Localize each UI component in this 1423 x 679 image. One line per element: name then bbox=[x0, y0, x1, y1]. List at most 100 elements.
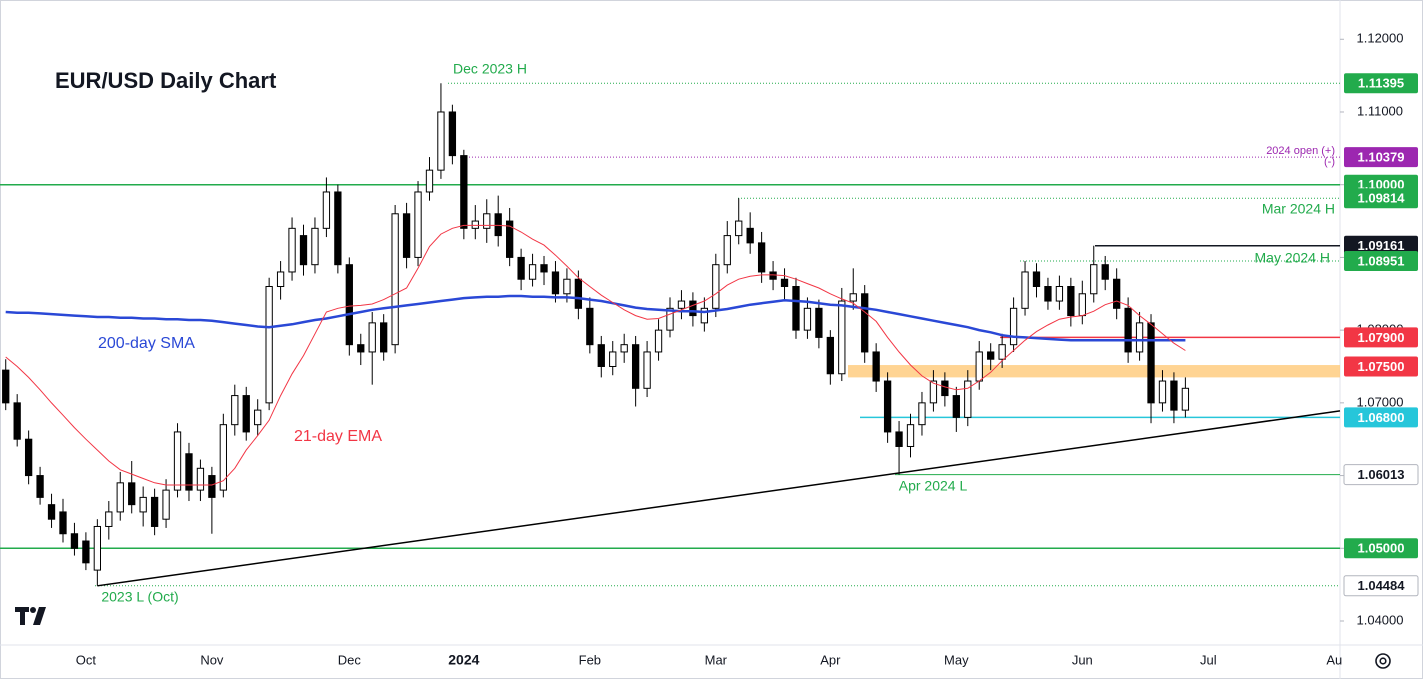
price-tag bbox=[1344, 73, 1418, 94]
candle-body bbox=[689, 300, 697, 317]
x-tick-label: Mar bbox=[705, 652, 728, 667]
candle-body bbox=[93, 525, 101, 571]
price-tag bbox=[1344, 188, 1418, 209]
price-tag bbox=[1344, 250, 1418, 271]
x-tick-label: Jun bbox=[1072, 652, 1093, 667]
candle-body bbox=[36, 475, 44, 498]
gear-inner[interactable] bbox=[1379, 657, 1387, 665]
candle-body bbox=[723, 235, 731, 266]
x-tick-label: 2024 bbox=[448, 652, 479, 668]
candle-body bbox=[906, 424, 915, 447]
candle-body bbox=[666, 307, 674, 331]
candle-body bbox=[139, 496, 147, 513]
candle-body bbox=[196, 467, 205, 491]
candle-body bbox=[620, 344, 628, 353]
price-tag-label: 1.08951 bbox=[1358, 253, 1405, 268]
price-tag bbox=[1344, 235, 1418, 256]
candle-body bbox=[769, 271, 777, 280]
candle-body bbox=[849, 293, 857, 302]
x-tick-label: Oct bbox=[76, 652, 97, 667]
chart-title: EUR/USD Daily Chart bbox=[55, 68, 277, 93]
price-tag bbox=[1344, 407, 1418, 428]
price-tag bbox=[1343, 464, 1419, 486]
x-tick-label: Apr bbox=[820, 652, 841, 667]
price-tag bbox=[1343, 575, 1419, 597]
x-tick-label: Feb bbox=[579, 652, 601, 667]
candle-body bbox=[1101, 264, 1109, 280]
candle-body bbox=[1181, 387, 1190, 411]
candle-body bbox=[1078, 293, 1086, 317]
candle-body bbox=[414, 191, 422, 258]
candle-body bbox=[391, 213, 399, 346]
candle-body bbox=[380, 322, 388, 353]
price-tag-label: 1.11395 bbox=[1358, 76, 1404, 91]
candle-body bbox=[792, 286, 800, 331]
y-tick-label: 1.12000 bbox=[1357, 31, 1404, 46]
candle-body bbox=[700, 307, 709, 324]
candle-body bbox=[883, 380, 892, 433]
candle-body bbox=[276, 271, 285, 288]
x-tick-label: Au bbox=[1326, 652, 1342, 667]
candle-body bbox=[506, 220, 514, 258]
candle-body bbox=[185, 453, 193, 491]
candle-body bbox=[47, 504, 56, 520]
candle-body bbox=[735, 220, 743, 237]
price-tag-label: 1.05000 bbox=[1358, 541, 1405, 556]
candle-body bbox=[368, 322, 376, 353]
candle-body bbox=[987, 351, 995, 360]
price-tag bbox=[1344, 538, 1418, 559]
logo-part bbox=[33, 607, 46, 625]
candle-body bbox=[1124, 307, 1132, 353]
candle-body bbox=[517, 256, 525, 280]
candle-body bbox=[1067, 286, 1075, 317]
candle-body bbox=[1021, 271, 1029, 309]
level-note: 2023 L (Oct) bbox=[101, 589, 178, 605]
candle-body bbox=[82, 540, 90, 564]
y-tick-label: 1.04000 bbox=[1357, 612, 1404, 627]
candle-body bbox=[780, 278, 789, 288]
candle-body bbox=[803, 307, 812, 331]
candle-body bbox=[1147, 322, 1155, 404]
candle-body bbox=[975, 351, 983, 382]
price-tag bbox=[1344, 356, 1418, 377]
candle-body bbox=[448, 111, 457, 157]
candle-body bbox=[528, 264, 537, 280]
zone bbox=[848, 365, 1340, 378]
candle-body bbox=[437, 111, 445, 171]
candle-body bbox=[162, 489, 170, 520]
candle-body bbox=[574, 278, 583, 309]
candle-body bbox=[861, 293, 869, 353]
price-tag-label: 1.07900 bbox=[1358, 330, 1405, 345]
candle-body bbox=[1009, 307, 1018, 346]
candle-body bbox=[1044, 286, 1052, 302]
candle-body bbox=[231, 395, 239, 426]
candle-body bbox=[345, 264, 353, 346]
price-tag bbox=[1344, 147, 1418, 168]
candle-body bbox=[357, 344, 365, 353]
gear-outer[interactable] bbox=[1375, 653, 1391, 669]
price-tag-label: 1.09161 bbox=[1358, 238, 1405, 253]
candle-body bbox=[150, 496, 159, 527]
y-tick-label: 1.07000 bbox=[1357, 394, 1404, 409]
candle-body bbox=[1170, 380, 1178, 411]
x-tick-label: May bbox=[944, 652, 969, 667]
candle-body bbox=[563, 278, 571, 295]
candle-body bbox=[1135, 322, 1144, 353]
ma-line bbox=[5, 294, 1186, 342]
candle-body bbox=[13, 402, 21, 440]
candle-body bbox=[815, 307, 823, 338]
candle-body bbox=[631, 344, 640, 389]
level-note: May 2024 H bbox=[1255, 250, 1330, 266]
settings-icon[interactable] bbox=[1375, 653, 1391, 669]
candle-body bbox=[334, 191, 342, 266]
price-tag-label: 1.10379 bbox=[1358, 150, 1405, 165]
candle-body bbox=[1113, 278, 1121, 309]
candle-body bbox=[128, 482, 136, 506]
candle-body bbox=[173, 431, 182, 491]
ma-line bbox=[5, 224, 1186, 486]
candle-body bbox=[1090, 264, 1098, 295]
candle-body bbox=[712, 264, 720, 309]
candle-body bbox=[471, 220, 479, 229]
candle-body bbox=[1032, 271, 1041, 288]
